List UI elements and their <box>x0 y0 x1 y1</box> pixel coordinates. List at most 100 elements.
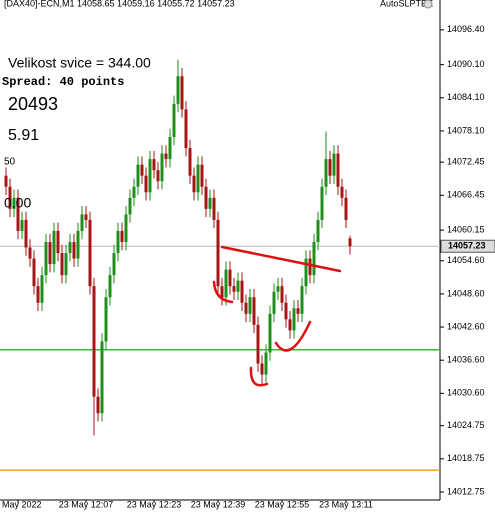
candle-body <box>308 258 312 276</box>
candle-body <box>280 286 284 303</box>
candle-body <box>12 197 16 209</box>
candle-body <box>32 258 36 287</box>
plot <box>0 59 440 471</box>
annotation: 5.91 <box>8 127 39 144</box>
right-shoulder <box>274 320 312 352</box>
x-tick-label: 3 May 2022 <box>0 499 42 509</box>
y-tick-label: 14096.40 <box>447 24 485 34</box>
candle-body <box>188 148 192 176</box>
candle-body <box>88 219 92 287</box>
expert-icon <box>423 0 433 9</box>
candle-body <box>220 286 224 298</box>
candle-body <box>60 253 64 276</box>
candle-body <box>8 186 12 209</box>
y-tick-label: 14072.45 <box>447 157 485 167</box>
candle-body <box>164 153 168 160</box>
candle-body <box>336 153 340 187</box>
candle-body <box>292 308 296 331</box>
candle-body <box>108 275 112 298</box>
y-tick-label: 14054.60 <box>447 255 485 265</box>
candle-body <box>344 197 348 220</box>
candle-body <box>244 302 248 314</box>
candle-body <box>300 286 304 314</box>
y-tick-label: 14090.10 <box>447 59 485 69</box>
candle-body <box>248 297 252 314</box>
candle-body <box>328 159 332 176</box>
candle-body <box>128 197 132 215</box>
annotations: Velikost svice = 344.00 Spread: 40 points… <box>2 55 151 211</box>
candle-body <box>192 175 196 193</box>
candle-body <box>36 286 40 303</box>
candle-body <box>56 230 60 254</box>
candle-body <box>20 219 24 231</box>
candle-body <box>320 186 324 220</box>
candle-body <box>132 186 136 198</box>
candle-body <box>236 280 240 292</box>
candle-body <box>232 286 236 292</box>
neckline <box>220 245 342 273</box>
candle-body <box>156 170 160 182</box>
price-tag <box>440 239 495 253</box>
x-tick-label: 23 May 12:23 <box>127 499 182 509</box>
annotation: Velikost svice = 344.00 <box>8 55 151 71</box>
annotation: 0.00 <box>4 195 31 211</box>
y-tick-label: 14078.10 <box>447 125 485 135</box>
candle-body <box>340 186 344 198</box>
candle-body <box>256 324 260 364</box>
candle-body <box>64 253 68 276</box>
candle-body <box>172 103 176 138</box>
candle-body <box>28 247 32 259</box>
candle-body <box>208 197 212 209</box>
candle-body <box>200 164 204 187</box>
candle-body <box>148 159 152 193</box>
candle-body <box>160 153 164 182</box>
symbol-header: [DAX40]-ECN,M1 14058.65 14059.16 14055.7… <box>4 0 235 8</box>
x-tick-label: 23 May 12:39 <box>191 499 246 509</box>
candle-body <box>68 241 72 254</box>
candle-body <box>96 396 100 414</box>
y-tick-label: 14084.10 <box>447 92 485 102</box>
candle-body <box>324 159 328 187</box>
candle-body <box>116 230 120 254</box>
candle-body <box>284 302 288 320</box>
candle-body <box>100 341 104 414</box>
candle-body <box>72 241 76 259</box>
candle-body <box>304 258 308 287</box>
candle-body <box>260 363 264 375</box>
candle-body <box>348 238 352 247</box>
candle-body <box>168 137 172 160</box>
expert-name: AutoSLPTBE <box>380 0 433 8</box>
candle-body <box>296 308 300 314</box>
candle-body <box>124 214 128 242</box>
candle-body <box>40 275 44 303</box>
candle-body <box>16 197 20 231</box>
annotation: 50 <box>4 157 16 168</box>
candle-body <box>176 76 180 104</box>
y-tick-label: 14018.75 <box>447 453 485 463</box>
candle-body <box>228 269 232 287</box>
candle-body <box>180 76 184 110</box>
candle-body <box>44 241 48 276</box>
candle-body <box>136 164 140 187</box>
candle-body <box>276 286 280 292</box>
head <box>249 366 269 387</box>
candle-body <box>216 219 220 287</box>
price-tag-label: 14057.23 <box>448 241 486 251</box>
annotation: Spread: 40 points <box>2 75 124 89</box>
candle-body <box>104 297 108 342</box>
candle-body <box>268 313 272 353</box>
candle-body <box>48 241 52 265</box>
candle-body <box>52 230 56 265</box>
candle-body <box>272 291 276 314</box>
x-tick-label: 23 May 12:55 <box>255 499 310 509</box>
candle-body <box>264 352 268 375</box>
y-tick-label: 14036.60 <box>447 355 485 365</box>
candle-body <box>288 319 292 331</box>
y-tick-label: 14066.45 <box>447 190 485 200</box>
candle-body <box>196 164 200 193</box>
candle-body <box>120 230 124 242</box>
candle-body <box>92 286 96 397</box>
x-tick-label: 23 May 12:07 <box>59 499 114 509</box>
candle-body <box>184 109 188 149</box>
